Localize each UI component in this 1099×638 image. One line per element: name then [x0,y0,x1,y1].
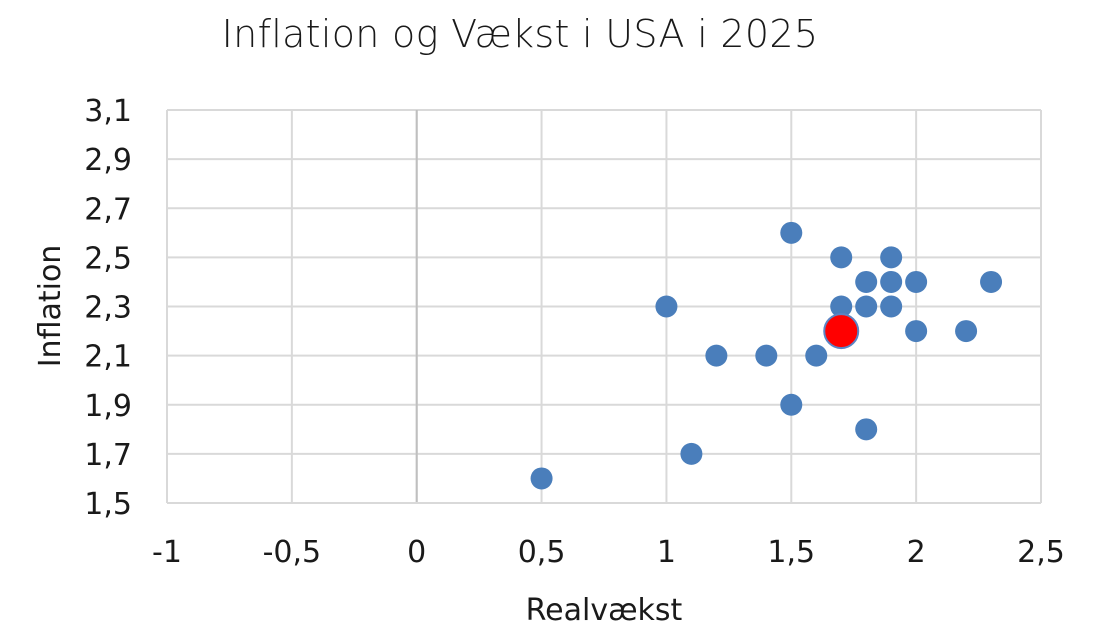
data-point [805,344,828,367]
y-tick-label: 1,9 [84,389,132,424]
data-point [755,344,778,367]
x-tick-label: 1 [657,535,676,570]
x-tick-label: 0,5 [518,535,566,570]
data-point [855,418,878,441]
data-point [880,295,903,318]
y-tick-label: 2,1 [84,340,132,375]
highlight-point [823,313,860,350]
chart-title: Inflation og Vækst i USA i 2025 [221,12,819,56]
data-point [905,270,928,293]
y-tick-label: 2,3 [84,291,132,326]
x-tick-label: 2 [907,535,926,570]
data-point [780,221,803,244]
gridlines [166,109,1042,504]
x-axis-title: Realvækst [526,593,683,628]
y-tick-label: 2,7 [84,192,132,227]
data-point [680,442,703,465]
x-tick-label: -1 [152,535,182,570]
data-point [830,295,853,318]
x-tick-label: -0,5 [263,535,322,570]
y-tick-label: 1,7 [84,438,132,473]
y-tick-label: 1,5 [84,487,132,522]
data-point [655,295,678,318]
data-point [880,246,903,269]
x-tick-label: 1,5 [767,535,815,570]
data-point [780,393,803,416]
data-point [855,295,878,318]
data-point [705,344,728,367]
y-axis-title: Inflation [33,245,68,368]
data-point [905,320,928,343]
data-points [530,221,1003,490]
y-tick-label: 2,9 [84,143,132,178]
data-point [830,246,853,269]
tick-labels: -1 -0,5 0 0,5 1 1,5 2 2,5 1,5 1,7 1,9 2,1 2,3 2,5 2,7 2… [84,94,1065,570]
data-point [855,270,878,293]
y-tick-label: 3,1 [84,94,132,129]
x-tick-label: 0 [407,535,426,570]
data-point [530,467,553,490]
y-tick-label: 2,5 [84,241,132,276]
data-point [980,270,1003,293]
x-tick-label: 2,5 [1017,535,1065,570]
data-point [880,270,903,293]
axes [167,110,1041,504]
data-point [955,320,978,343]
